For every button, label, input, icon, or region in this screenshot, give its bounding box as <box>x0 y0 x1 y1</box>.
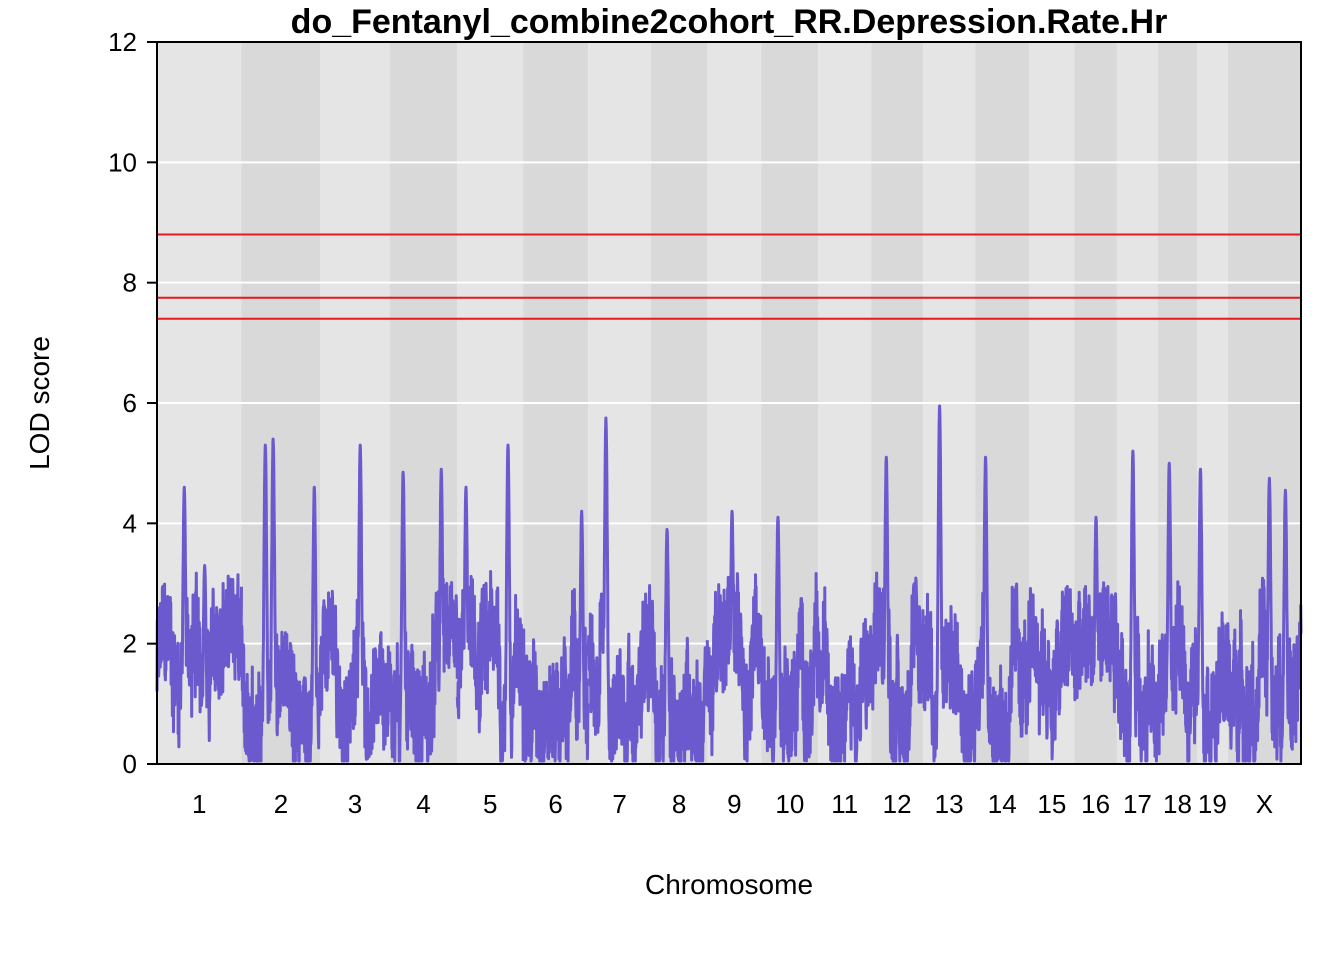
x-tick-label-17: 17 <box>1123 789 1152 819</box>
chart-title: do_Fentanyl_combine2cohort_RR.Depression… <box>291 3 1168 41</box>
x-tick-label-12: 12 <box>883 789 912 819</box>
x-tick-label-5: 5 <box>483 789 497 819</box>
lod-trace-chr-14 <box>973 455 1031 763</box>
x-tick-label-9: 9 <box>727 789 741 819</box>
x-tick-label-10: 10 <box>775 789 804 819</box>
y-tick-label-8: 8 <box>123 268 137 298</box>
y-axis: 0 2 4 6 8 10 12 <box>108 27 158 779</box>
lod-trace-chr-7 <box>586 416 653 763</box>
x-axis-label: Chromosome <box>645 869 813 900</box>
lod-trace-chr-18 <box>1156 461 1199 763</box>
lod-trace-chr-9 <box>705 509 763 763</box>
x-tick-label-13: 13 <box>935 789 964 819</box>
lod-trace-chr-17 <box>1115 449 1160 763</box>
x-tick-label-18: 18 <box>1163 789 1192 819</box>
lod-trace-chr-4 <box>388 467 459 763</box>
y-tick-label-12: 12 <box>108 27 137 57</box>
lod-trace-chr-12 <box>869 455 925 763</box>
threshold-lines <box>157 233 1301 320</box>
lod-trace-chr-16 <box>1072 515 1119 714</box>
lod-trace-chr-2 <box>240 437 322 763</box>
lod-trace-chr-10 <box>760 515 820 763</box>
x-tick-label-8: 8 <box>672 789 686 819</box>
x-tick-label-16: 16 <box>1081 789 1110 819</box>
y-tick-label-0: 0 <box>123 749 137 779</box>
lod-trace-chr-1 <box>155 485 243 749</box>
x-tick-label-14: 14 <box>988 789 1017 819</box>
y-axis-label: LOD score <box>24 336 55 470</box>
lod-trace-chr-15 <box>1027 585 1076 761</box>
y-tick-label-6: 6 <box>123 388 137 418</box>
lod-series <box>155 404 1303 763</box>
x-tick-label-4: 4 <box>416 789 430 819</box>
y-tick-label-2: 2 <box>123 629 137 659</box>
x-tick-label-11: 11 <box>831 789 858 819</box>
lod-trace-chr-X <box>1226 476 1303 763</box>
lod-trace-chr-3 <box>318 443 392 763</box>
x-tick-label-6: 6 <box>548 789 562 819</box>
y-tick-label-10: 10 <box>108 147 137 177</box>
lod-trace-chr-13 <box>921 404 977 763</box>
lod-trace-chr-8 <box>649 527 709 763</box>
x-tick-label-15: 15 <box>1037 789 1066 819</box>
lod-trace-chr-19 <box>1195 467 1230 763</box>
lod-trace-chr-11 <box>816 586 873 763</box>
x-axis: 1 2 3 4 5 6 7 8 9 10 11 12 13 14 15 16 17 18 19 X <box>192 789 1273 819</box>
x-tick-label-X: X <box>1256 789 1273 819</box>
x-tick-label-2: 2 <box>274 789 288 819</box>
x-tick-label-7: 7 <box>612 789 626 819</box>
lod-trace-chr-5 <box>455 443 525 763</box>
y-tick-label-4: 4 <box>123 508 137 538</box>
x-tick-label-19: 19 <box>1198 789 1227 819</box>
lod-trace-chr-6 <box>521 509 590 763</box>
x-tick-label-3: 3 <box>348 789 362 819</box>
x-tick-label-1: 1 <box>192 789 206 819</box>
